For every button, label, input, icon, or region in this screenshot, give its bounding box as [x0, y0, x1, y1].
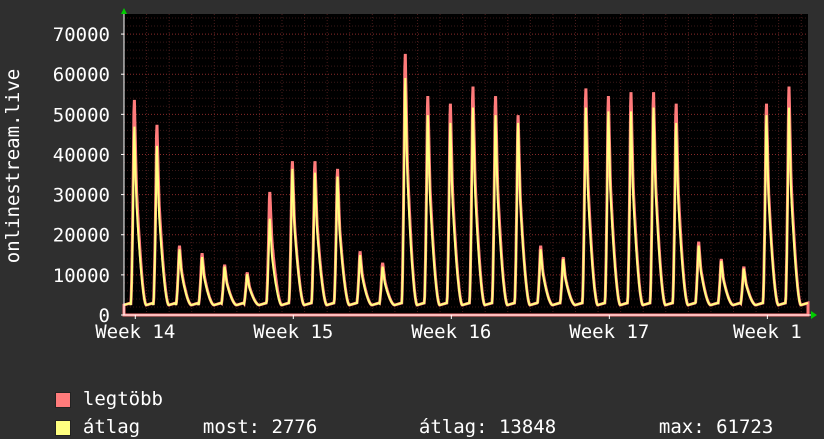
plot-area	[124, 14, 808, 315]
y-axis-ticks: 0 10000 20000 30000 40000 50000 60000 70000	[53, 24, 124, 327]
stat-avg-value: 13848	[498, 416, 557, 438]
legend-swatch-max	[54, 391, 71, 408]
x-tick-label: Week 14	[95, 321, 175, 343]
x-tick-label: Week 17	[569, 321, 649, 343]
y-tick-label: 20000	[53, 225, 110, 247]
x-tick-label: Week 16	[411, 321, 491, 343]
legend-label-avg: átlag	[82, 416, 141, 438]
legend-row-max: legtöbb	[32, 363, 163, 411]
x-tick-label: Week 1	[733, 321, 802, 343]
series-avg-line	[123, 77, 809, 307]
y-axis-label: onlinestream.live	[2, 69, 24, 263]
y-axis-arrow-icon	[121, 8, 127, 14]
stat-now-value: 2776	[271, 416, 318, 438]
stat-avg: átlag: 13848	[419, 415, 659, 439]
y-tick-label: 10000	[53, 265, 110, 287]
y-tick-label: 60000	[53, 64, 110, 86]
legend-row-avg: átlag most: 2776 átlag: 13848 max: 61723	[32, 391, 773, 439]
stat-now: most: 2776	[203, 415, 419, 439]
grid	[123, 14, 808, 316]
y-tick-label: 50000	[53, 104, 110, 126]
y-tick-label: 30000	[53, 185, 110, 207]
stat-avg-label: átlag:	[418, 416, 488, 438]
stat-now-label: most:	[202, 416, 261, 438]
stat-max: max: 61723	[659, 415, 773, 439]
legend-label-max: legtöbb	[82, 388, 163, 410]
stat-max-value: 61723	[716, 416, 774, 438]
x-axis-arrow-icon	[811, 311, 817, 319]
x-tick-label: Week 15	[253, 321, 333, 343]
y-tick-label: 0	[99, 305, 110, 327]
y-tick-label: 40000	[53, 144, 110, 166]
x-axis-ticks: Week 14 Week 15 Week 16 Week 17 Week 1	[95, 315, 802, 343]
legend-swatch-avg	[54, 419, 71, 436]
chart: 0 10000 20000 30000 40000 50000 60000 70000 Wee…	[2, 8, 817, 343]
y-tick-label: 70000	[53, 24, 110, 46]
stat-max-label: max:	[658, 416, 705, 438]
